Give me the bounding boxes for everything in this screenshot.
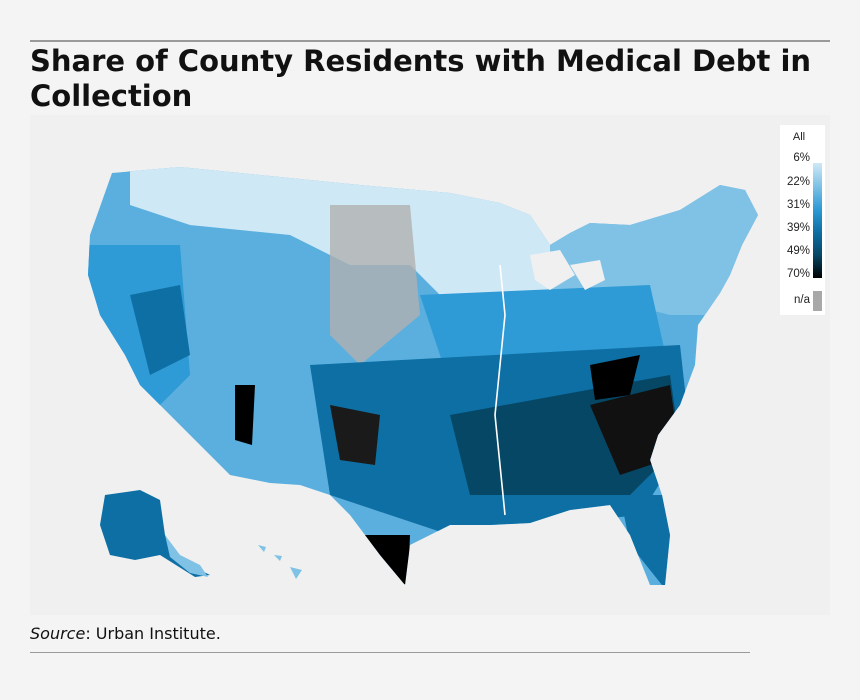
legend-tick-label: 49%: [786, 245, 810, 257]
source-label: Source: [30, 624, 86, 643]
legend-swatch: [813, 186, 822, 209]
legend-tick-label: 22%: [786, 176, 810, 188]
us-county-map: [88, 167, 758, 585]
legend-na-label: n/a: [794, 294, 810, 306]
great-lakes: [530, 250, 605, 290]
source-text: : Urban Institute.: [85, 624, 221, 643]
legend-tick-label: 6%: [793, 152, 810, 164]
bottom-rule: [30, 652, 750, 653]
mississippi-river: [494, 264, 506, 516]
hawaii-islands: [258, 545, 302, 579]
map-panel: All 6% 22% 31% 39% 49% 70% n/a: [30, 115, 830, 615]
top-rule: [30, 40, 830, 42]
legend-swatch: [813, 163, 822, 186]
region-new-mexico-hot: [235, 385, 255, 445]
legend-tick-label: 70%: [786, 268, 810, 280]
region-florida: [620, 495, 670, 585]
region-texas-hot: [330, 405, 380, 465]
region-south-texas-hot: [360, 535, 410, 585]
legend-tick-label: 31%: [786, 199, 810, 211]
legend-swatch: [813, 209, 822, 232]
legend-na-swatch: [813, 291, 822, 311]
chart-title: Share of County Residents with Medical D…: [30, 44, 812, 113]
legend-title: All: [792, 131, 806, 143]
alaska-panhandle: [165, 535, 208, 577]
legend-swatch: [813, 232, 822, 255]
region-appalachia-hot: [590, 355, 640, 400]
region-nevada: [130, 285, 190, 375]
legend-swatch: [813, 255, 822, 278]
legend-tick-label: 39%: [786, 222, 810, 234]
legend: All 6% 22% 31% 39% 49% 70% n/a: [780, 125, 825, 315]
alaska-land: [100, 490, 210, 577]
source-note: Source: Urban Institute.: [30, 624, 221, 643]
region-plains-na: [330, 205, 420, 365]
